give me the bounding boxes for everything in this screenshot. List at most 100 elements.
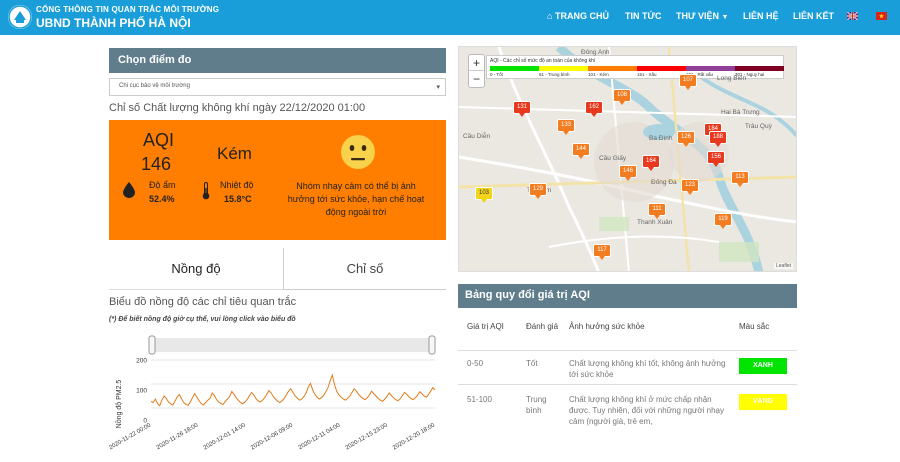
water-drop-icon [123,182,135,198]
x-tick-label: 2020-12-06 09:00 [250,422,295,451]
station-marker[interactable]: 111 [648,203,666,219]
map-place-label: Cầu Giấy [599,155,627,162]
nav-home[interactable]: ⌂ TRANG CHỦ [547,11,609,21]
portal-subtitle: CỔNG THÔNG TIN QUAN TRẮC MÔI TRƯỜNG [36,5,220,14]
station-marker[interactable]: 131 [513,101,531,117]
pm25-chart[interactable]: Nồng độ PM2.5 0 100 200 2020-11-22 00:00 20… [109,334,446,462]
nav-links[interactable]: LIÊN KẾT [793,11,835,21]
legend-color-segment [539,66,588,71]
legend-level-label: 301 - Nguy hại [735,72,765,77]
station-marker[interactable]: 108 [613,89,631,105]
legend-level-label: 101 - Kém [588,72,609,77]
range-handle-left[interactable] [148,335,156,355]
map-attribution[interactable]: Leaflet [773,263,793,269]
thermometer-icon [202,182,210,200]
row-value: 0-50 [467,359,484,368]
nav-home-label: TRANG CHỦ [554,11,609,21]
humidity-value: 52.4% [149,194,175,204]
legend-level-label: 0 - Tốt [490,72,503,77]
zoom-in-button[interactable]: + [469,55,484,71]
city-logo-icon[interactable] [8,5,32,29]
station-marker[interactable]: 164 [642,155,660,171]
x-tick-label: 2020-12-11 04:00 [298,422,342,451]
aqi-map-legend: AQI - Các chỉ số mức độ an toàn của khôn… [486,55,784,79]
col-header-color: Màu sắc [739,322,770,331]
map-basemap[interactable] [459,47,797,272]
station-marker[interactable]: 107 [679,74,697,90]
nav-news[interactable]: TIN TỨC [625,11,662,21]
nav-library-label: THƯ VIỆN [676,11,719,21]
divider [458,350,797,351]
english-flag-icon[interactable] [847,12,858,20]
station-marker[interactable]: 129 [529,183,547,199]
map-place-label: Đông Anh [581,49,610,56]
aqi-map[interactable]: + − AQI - Các chỉ số mức độ an toàn của … [458,46,797,272]
aqi-table-header: Bảng quy đổi giá trị AQI [458,284,797,308]
legend-color-segment [490,66,539,71]
pm25-series-line[interactable] [150,373,436,407]
station-marker[interactable]: 162 [585,101,603,117]
legend-color-segment [735,66,784,71]
zoom-out-button[interactable]: − [472,72,480,86]
station-select[interactable]: Chi cục bảo vệ môi trường ▾ [109,78,446,96]
station-marker[interactable]: 113 [731,171,749,187]
station-marker[interactable]: 126 [677,131,695,147]
status-badge-moderate: VÀNG [739,394,787,410]
home-icon: ⌂ [547,11,553,21]
station-marker[interactable]: 123 [681,179,699,195]
station-marker[interactable]: 188 [709,131,727,147]
chevron-down-icon: ▼ [721,14,729,21]
map-place-label: Hai Bà Trưng [721,109,760,116]
legend-level-label: 151 - Xấu [637,72,657,77]
legend-title: AQI - Các chỉ số mức độ an toàn của khôn… [490,58,596,64]
y-axis-label: Nồng độ PM2.5 [114,380,123,429]
row-rating: Tốt [526,359,538,368]
divider [458,384,797,385]
row-impact: Chất lượng không khí tốt, không ảnh hưởn… [569,359,726,379]
station-select-value: Chi cục bảo vệ môi trường [119,83,190,89]
humidity-label: Độ ẩm [149,180,176,190]
aqi-conversion-table: Giá trị AQI Đánh giá Ảnh hưởng sức khỏe … [458,308,797,462]
chart-note: (*) Để biết nồng độ giờ cụ thể, vui lòng… [109,316,296,323]
row-impact: Chất lượng không khí ở mức chấp nhận đượ… [569,395,724,426]
portal-title[interactable]: UBND THÀNH PHỐ HÀ NỘI [36,16,191,30]
map-place-label: Trâu Quỳ [745,123,772,130]
station-panel-header: Chọn điểm đo [109,48,446,73]
row-value: 51-100 [467,395,492,404]
tab-index[interactable]: Chỉ số [283,248,446,290]
station-marker[interactable]: 144 [572,143,590,159]
col-header-rating: Đánh giá [526,322,559,331]
map-place-label: Cầu Diễn [463,133,491,140]
station-marker[interactable]: 103 [475,187,493,203]
map-place-label: Ba Đình [649,135,673,142]
aqi-index-title: Chỉ số Chất lượng không khí ngày 22/12/2… [109,102,366,114]
range-navigator[interactable] [151,338,435,352]
legend-color-segment [588,66,637,71]
range-handle-right[interactable] [428,335,436,355]
station-marker[interactable]: 156 [707,151,725,167]
legend-color-segment [637,66,686,71]
col-header-impact: Ảnh hưởng sức khỏe [569,322,645,331]
row-rating: Trung bình [526,395,547,415]
station-marker[interactable]: 133 [557,119,575,135]
y-tick-label: 200 [136,358,147,365]
temperature-label: Nhiệt độ [220,180,254,190]
station-marker[interactable]: 146 [619,165,637,181]
nav-contact[interactable]: LIÊN HỆ [743,11,779,21]
nav-library[interactable]: THƯ VIỆN ▼ [676,11,728,21]
health-advice: Nhóm nhạy cảm có thể bị ảnh hưởng tới sứ… [287,181,425,217]
chart-title: Biểu đồ nồng độ các chỉ tiêu quan trắc [109,296,297,308]
station-marker[interactable]: 117 [593,244,611,260]
tab-concentration[interactable]: Nồng độ [109,248,283,290]
legend-color-segment [686,66,735,71]
x-tick-label: 2020-12-15 23:00 [345,422,390,451]
neutral-face-icon [341,135,375,169]
map-place-label: Long Biên [717,75,747,82]
station-marker[interactable]: 119 [714,213,732,229]
aqi-level: Kém [217,144,252,163]
map-zoom-control: + − [468,54,485,88]
x-tick-label: 2020-12-20 18:00 [392,422,437,451]
temperature-value: 15.8°C [224,194,252,204]
vietnam-flag-icon[interactable] [876,12,887,20]
